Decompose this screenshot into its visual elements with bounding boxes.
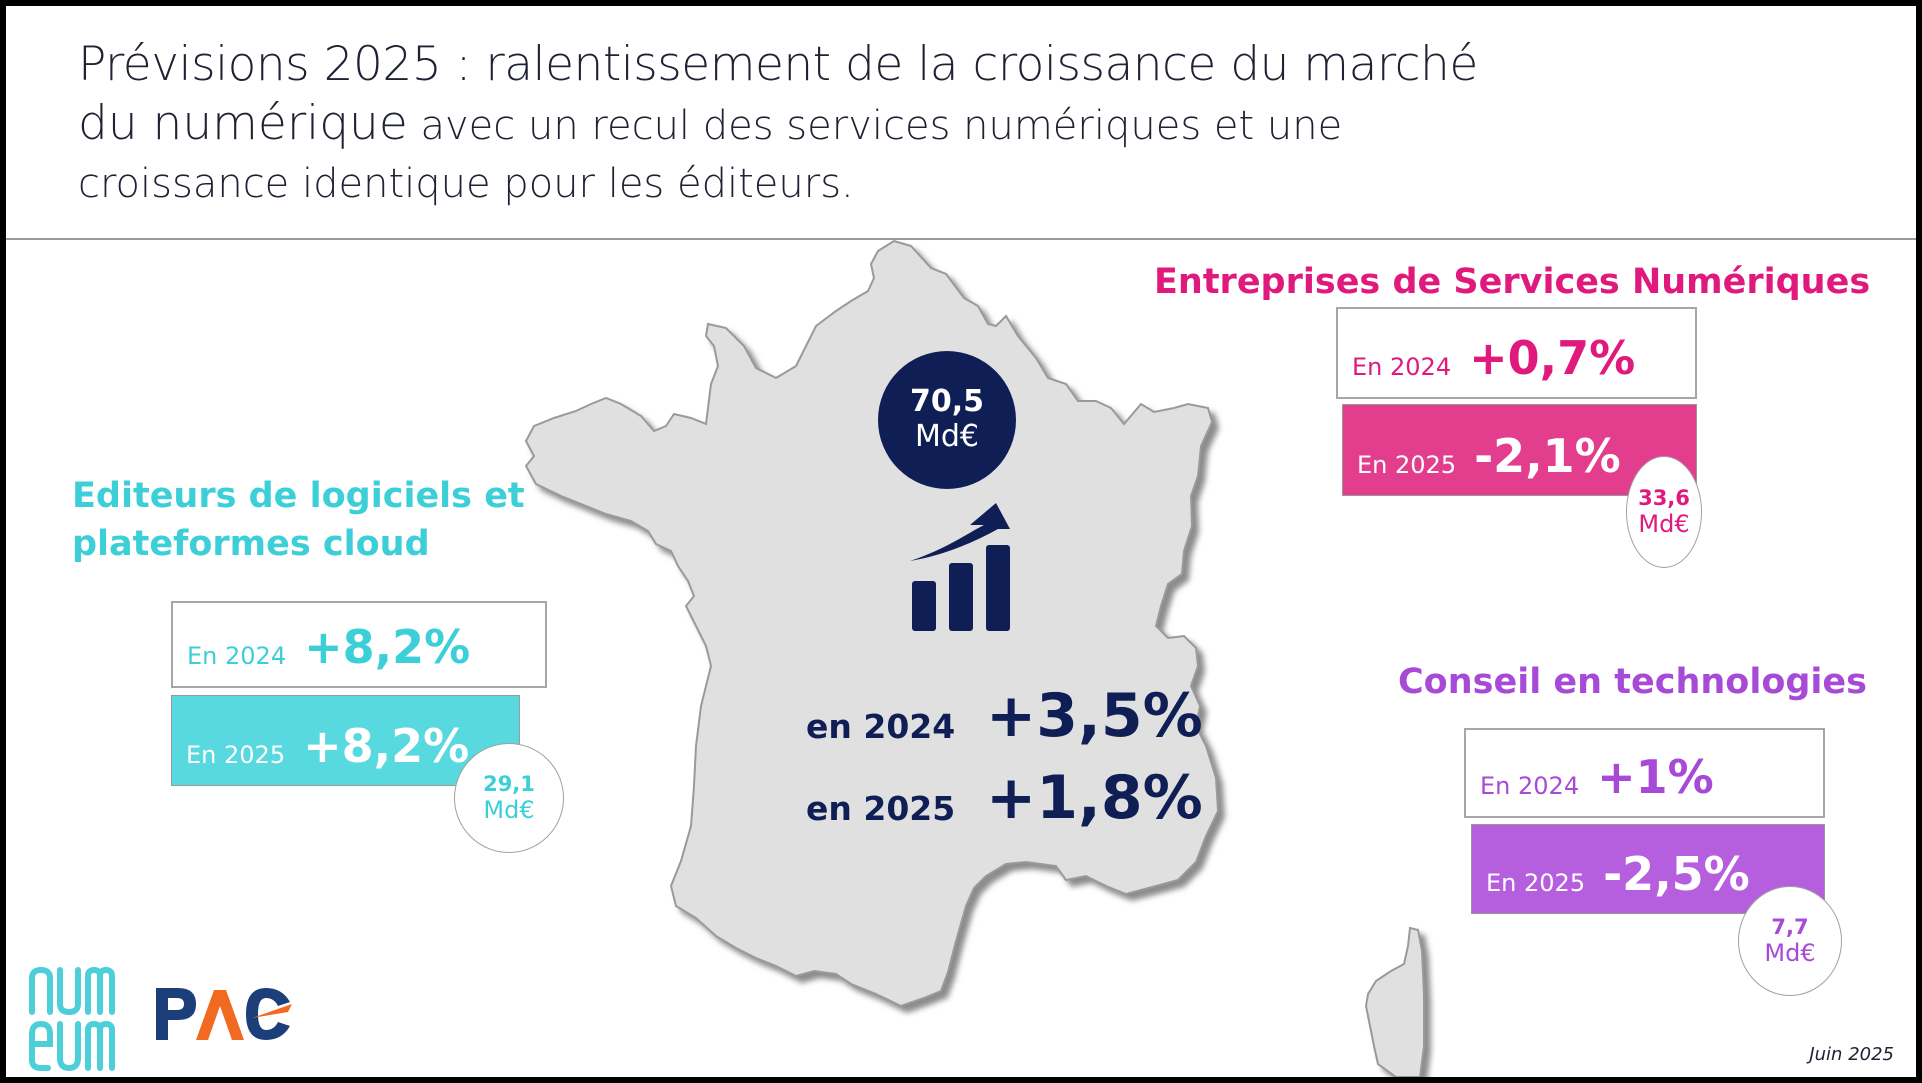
total-market-badge: 70,5 Md€ [878,351,1016,489]
growth-chart-icon [910,503,1010,631]
esn-market-size: 33,6 Md€ [1626,456,1702,568]
title-line-2-rest: avec un recul des services numériques et… [407,103,1343,149]
editeurs-market-size: 29,1 Md€ [454,743,564,853]
esn-2024-label: En 2024 [1352,353,1452,381]
editeurs-title-line-2: plateformes cloud [72,524,430,564]
conseil-2025-value: -2,5% [1603,847,1750,901]
total-growth-2025: en 2025 +1,8% [806,768,1203,828]
conseil-market-size-value: 7,7 [1771,915,1809,939]
editeurs-title-line-1: Editeurs de logiciels et [72,476,525,516]
total-growth-2025-label: en 2025 [806,789,956,828]
editeurs-2025-label: En 2025 [186,741,286,769]
title-line-3: croissance identique pour les éditeurs. [78,161,854,207]
conseil-2025-label: En 2025 [1486,869,1586,897]
conseil-market-size-unit: Md€ [1764,939,1816,967]
esn-2025-value: -2,1% [1474,429,1621,483]
growth-chart-icon-bar-1 [912,581,936,631]
title-line-2: du numérique avec un recul des services … [78,96,1342,151]
conseil-title: Conseil en technologies [1398,662,1867,702]
total-growth-2024: en 2024 +3,5% [806,686,1203,746]
growth-chart-icon-bar-2 [949,563,973,631]
total-growth-2025-value: +1,8% [986,763,1203,833]
esn-2025-label: En 2025 [1357,451,1457,479]
conseil-2024-value: +1% [1597,750,1714,804]
title-divider [6,238,1916,240]
editeurs-2024-label: En 2024 [187,642,287,670]
growth-chart-icon-arrow [910,503,1010,561]
conseil-2024-label: En 2024 [1480,772,1580,800]
total-market-unit: Md€ [914,419,979,454]
esn-title: Entreprises de Services Numériques [1154,262,1871,302]
conseil-market-size: 7,7 Md€ [1738,886,1842,996]
growth-chart-icon-bar-3 [986,545,1010,631]
esn-market-size-value: 33,6 [1638,486,1690,510]
pac-logo [152,984,302,1044]
total-market-value: 70,5 [909,384,985,419]
corsica-shape [1364,926,1425,1077]
total-growth-2024-label: en 2024 [806,707,956,746]
slide: Prévisions 2025 : ralentissement de la c… [6,6,1916,1077]
conseil-2024-box: En 2024 +1% [1464,728,1825,818]
editeurs-2024-value: +8,2% [304,620,471,674]
france-mainland-shape [524,239,1220,1008]
esn-market-size-unit: Md€ [1638,510,1690,538]
title-line-2-emphasis: du numérique [78,96,408,151]
france-map [524,239,1425,1077]
editeurs-market-size-unit: Md€ [483,796,535,824]
date-label: Juin 2025 [1809,1044,1894,1065]
numeum-logo [26,964,126,1074]
editeurs-market-size-value: 29,1 [483,772,535,796]
editeurs-2025-value: +8,2% [303,719,470,773]
esn-2024-value: +0,7% [1469,331,1636,385]
title-line-1: Prévisions 2025 : ralentissement de la c… [78,37,1478,92]
total-growth-2024-value: +3,5% [986,681,1203,751]
editeurs-2024-box: En 2024 +8,2% [171,601,547,688]
page-title: Prévisions 2025 : ralentissement de la c… [78,36,1778,214]
esn-2024-box: En 2024 +0,7% [1336,307,1697,399]
editeurs-title: Editeurs de logiciels et plateformes clo… [72,472,525,568]
